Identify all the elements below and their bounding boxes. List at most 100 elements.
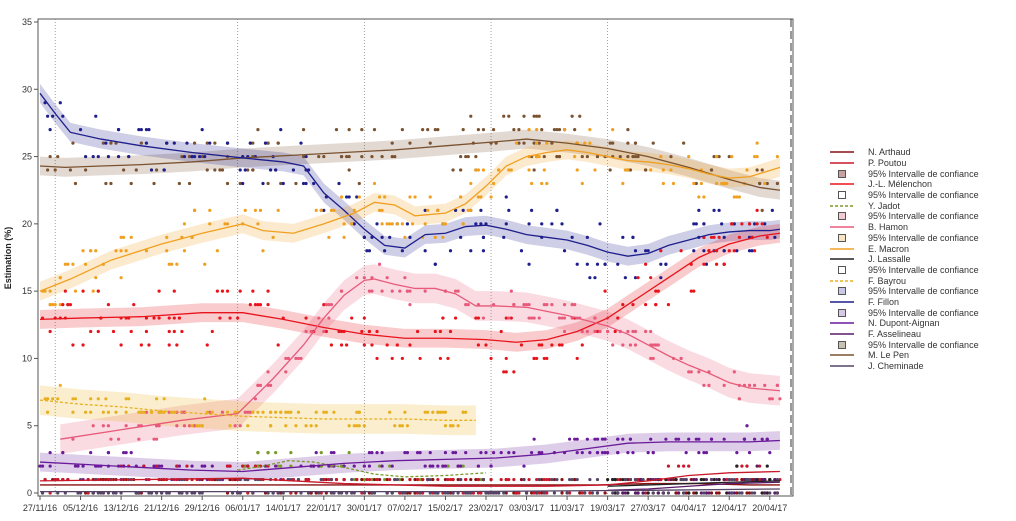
j-l-m-lenchon-poll-point	[542, 356, 546, 361]
b-hamon-poll-point	[527, 316, 531, 320]
n-arthaud-poll-point	[714, 491, 719, 495]
e-macron-poll-point	[81, 249, 85, 253]
f-fillon-poll-point	[770, 208, 774, 212]
f-bayrou-poll-point	[314, 424, 318, 428]
e-macron-poll-point	[51, 303, 55, 307]
j-l-m-lenchon-poll-point	[210, 329, 214, 334]
legend-swatch	[830, 340, 854, 350]
m-le-pen-poll-point	[122, 168, 126, 172]
j-l-m-lenchon-poll-point	[220, 289, 225, 293]
m-le-pen-poll-point	[393, 154, 397, 159]
e-macron-poll-point	[357, 195, 361, 199]
b-hamon-poll-point	[106, 424, 111, 428]
e-macron-poll-point	[144, 249, 149, 253]
f-asselineau-poll-point	[773, 491, 777, 495]
j-lassalle-poll-point	[606, 477, 610, 482]
b-hamon-poll-point	[562, 316, 567, 320]
f-bayrou-poll-point	[256, 410, 260, 414]
b-hamon-poll-point	[626, 329, 630, 334]
j-l-m-lenchon-poll-point	[476, 316, 480, 320]
e-macron-poll-point	[58, 303, 62, 307]
n-dupont-aignan-poll-point	[190, 464, 194, 468]
y-jadot-poll-point	[418, 477, 422, 482]
f-bayrou-poll-point	[448, 424, 453, 428]
f-asselineau-poll-point	[732, 491, 736, 495]
j-l-m-lenchon-poll-point	[266, 289, 270, 293]
n-dupont-aignan-poll-point	[157, 464, 161, 468]
n-dupont-aignan-poll-point	[443, 464, 448, 468]
e-macron-poll-point	[752, 154, 757, 159]
j-cheminade-poll-point	[296, 477, 301, 482]
f-fillon-poll-point	[448, 249, 453, 253]
p-poutou-poll-point	[241, 464, 245, 468]
f-fillon-poll-point	[697, 208, 701, 212]
f-bayrou-poll-point	[284, 424, 288, 428]
f-asselineau-poll-point	[692, 477, 696, 482]
n-dupont-aignan-poll-point	[540, 451, 544, 455]
y-tick-label: 0	[27, 488, 32, 498]
j-l-m-lenchon-poll-point	[375, 329, 379, 334]
f-fillon-poll-point	[162, 168, 166, 172]
f-bayrou-poll-point	[190, 424, 194, 428]
legend-label: E. Macron	[868, 243, 910, 254]
x-tick-label: 20/04/17	[752, 503, 787, 513]
e-macron-poll-point	[383, 195, 387, 199]
e-macron-poll-point	[611, 128, 615, 132]
f-fillon-poll-point	[185, 141, 189, 145]
f-fillon-poll-point	[84, 154, 88, 159]
j-cheminade-poll-point	[679, 477, 683, 482]
f-bayrou-poll-point	[228, 424, 232, 428]
f-fillon-poll-point	[355, 195, 359, 199]
m-le-pen-poll-point	[461, 128, 465, 132]
f-fillon-poll-point	[58, 101, 62, 105]
e-macron-poll-point	[702, 195, 706, 199]
p-poutou-poll-point	[545, 477, 549, 482]
y-jadot-poll-point	[388, 464, 392, 468]
b-hamon-poll-point	[550, 303, 554, 307]
b-hamon-poll-point	[557, 316, 562, 320]
n-arthaud-poll-point	[745, 491, 749, 495]
j-l-m-lenchon-poll-point	[702, 262, 706, 266]
j-cheminade-poll-point	[651, 491, 655, 495]
m-le-pen-poll-point	[608, 141, 612, 145]
m-le-pen-poll-point	[180, 154, 184, 159]
m-le-pen-poll-point	[347, 128, 351, 132]
b-hamon-poll-point	[633, 329, 638, 334]
f-fillon-poll-point	[147, 128, 151, 132]
m-le-pen-poll-point	[459, 154, 463, 159]
m-le-pen-poll-point	[428, 141, 432, 145]
y-axis: 0 5 10 15 20 25 30 35	[22, 17, 38, 498]
p-poutou-poll-point	[568, 491, 572, 495]
y-jadot-poll-point	[362, 477, 366, 482]
p-poutou-poll-point	[507, 477, 511, 482]
b-hamon-poll-point	[545, 303, 549, 307]
j-l-m-lenchon-poll-point	[253, 303, 257, 307]
j-cheminade-poll-point	[350, 477, 354, 482]
j-l-m-lenchon-poll-point	[636, 276, 640, 280]
j-cheminade-poll-point	[552, 491, 557, 495]
legend-item: N. Dupont-Aignan	[830, 318, 1010, 329]
e-macron-poll-point	[649, 168, 653, 172]
j-l-m-lenchon-poll-point	[752, 249, 757, 253]
e-macron-poll-point	[94, 276, 98, 280]
y-jadot-poll-point	[274, 451, 278, 455]
b-hamon-poll-point	[327, 316, 331, 320]
j-l-m-lenchon-poll-point	[557, 343, 562, 347]
m-le-pen-poll-point	[218, 168, 222, 172]
b-hamon-poll-point	[157, 424, 161, 428]
e-macron-poll-point	[588, 141, 592, 145]
j-cheminade-poll-point	[730, 477, 734, 482]
f-fillon-poll-point	[555, 208, 559, 212]
f-fillon-poll-point	[106, 154, 111, 159]
j-l-m-lenchon-poll-point	[144, 329, 149, 334]
legend-box-swatch	[838, 212, 846, 221]
p-poutou-poll-point	[464, 477, 468, 482]
j-l-m-lenchon-poll-point	[644, 303, 648, 307]
e-macron-poll-point	[573, 154, 577, 159]
e-macron-poll-point	[699, 181, 703, 186]
n-dupont-aignan-poll-point	[122, 451, 126, 455]
f-asselineau-poll-point	[773, 477, 777, 482]
j-l-m-lenchon-poll-point	[175, 343, 179, 347]
legend-item: 95% Intervalle de confiance	[830, 190, 1010, 201]
f-fillon-poll-point	[94, 114, 98, 118]
